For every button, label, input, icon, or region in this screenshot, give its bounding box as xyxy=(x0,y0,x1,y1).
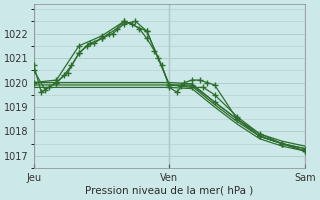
X-axis label: Pression niveau de la mer( hPa ): Pression niveau de la mer( hPa ) xyxy=(85,186,253,196)
